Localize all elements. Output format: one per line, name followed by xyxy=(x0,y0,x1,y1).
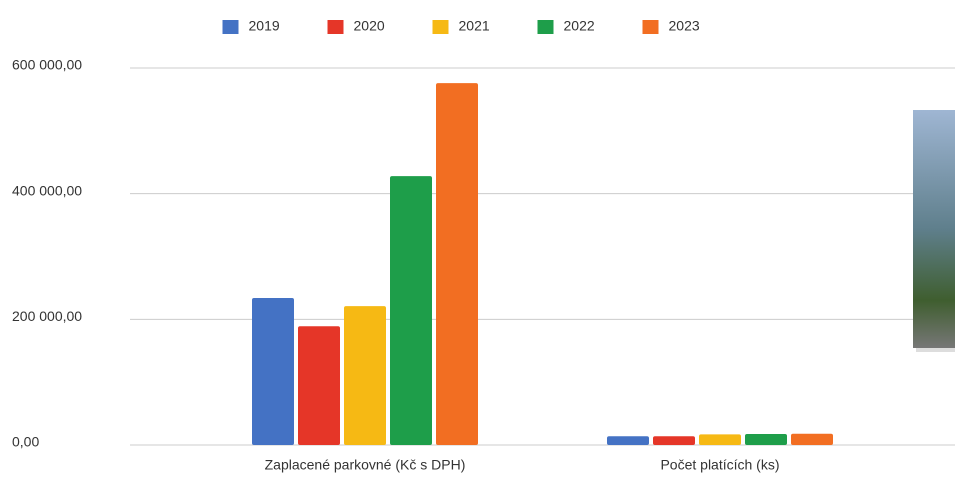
y-tick-label: 600 000,00 xyxy=(12,57,82,73)
legend-swatch xyxy=(327,20,344,34)
bar xyxy=(252,297,294,445)
legend-label: 2020 xyxy=(354,18,385,34)
bar xyxy=(344,306,386,445)
legend-label: 2019 xyxy=(249,18,280,34)
x-tick-label: Počet platících (ks) xyxy=(660,457,779,473)
bar xyxy=(791,433,833,445)
legend-label: 2023 xyxy=(669,18,700,34)
y-tick-label: 0,00 xyxy=(12,434,39,450)
legend-swatch xyxy=(642,20,659,34)
bar xyxy=(436,83,478,445)
x-tick-label: Zaplacené parkovné (Kč s DPH) xyxy=(265,457,466,473)
legend-label: 2021 xyxy=(459,18,490,34)
legend-swatch xyxy=(432,20,449,34)
bar xyxy=(699,434,741,445)
legend-label: 2022 xyxy=(564,18,595,34)
photo xyxy=(913,110,955,348)
legend-swatch xyxy=(537,20,554,34)
legend-swatch xyxy=(222,20,239,34)
plot: 0,00 200 000,00 400 000,00 600 000,00 2019 20… xyxy=(12,18,955,473)
y-tick-label: 200 000,00 xyxy=(12,308,82,324)
bar xyxy=(653,436,695,445)
bar xyxy=(298,326,340,445)
bar xyxy=(607,436,649,445)
bar xyxy=(390,176,432,445)
y-tick-label: 400 000,00 xyxy=(12,182,82,198)
bar xyxy=(745,434,787,445)
